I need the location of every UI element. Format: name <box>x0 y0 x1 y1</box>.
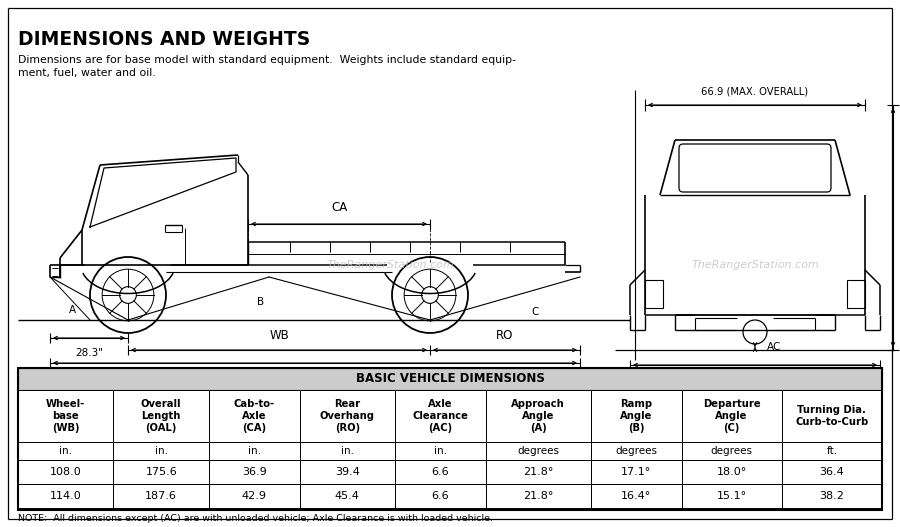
Text: TheRangerStation.com: TheRangerStation.com <box>691 260 819 270</box>
Bar <box>209 442 300 460</box>
Bar <box>300 460 395 484</box>
Bar <box>681 442 782 460</box>
Bar <box>681 390 782 442</box>
Text: OAL: OAL <box>303 371 327 384</box>
Text: degrees: degrees <box>616 446 657 456</box>
Bar <box>300 484 395 508</box>
Text: Axle
Clearance
(AC): Axle Clearance (AC) <box>412 399 468 433</box>
Text: ment, fuel, water and oil.: ment, fuel, water and oil. <box>18 68 156 78</box>
Bar <box>209 484 300 508</box>
Bar <box>486 390 590 442</box>
Text: ft.: ft. <box>826 446 837 456</box>
Bar <box>681 484 782 508</box>
Bar <box>300 442 395 460</box>
Bar <box>209 460 300 484</box>
Text: TheRangerStation.com: TheRangerStation.com <box>326 260 454 270</box>
Text: Turning Dia.
Curb-to-Curb: Turning Dia. Curb-to-Curb <box>796 405 868 427</box>
Bar <box>18 460 113 484</box>
Bar <box>782 484 882 508</box>
Bar <box>486 484 590 508</box>
Text: 38.2: 38.2 <box>819 491 844 501</box>
Bar <box>590 460 681 484</box>
Bar <box>590 484 681 508</box>
Text: 21.8°: 21.8° <box>523 467 554 477</box>
Text: CA: CA <box>331 201 347 214</box>
Text: Approach
Angle
(A): Approach Angle (A) <box>511 399 565 433</box>
Bar <box>300 390 395 442</box>
Text: 6.6: 6.6 <box>432 491 449 501</box>
Bar <box>113 484 209 508</box>
Text: degrees: degrees <box>711 446 752 456</box>
Text: 187.6: 187.6 <box>145 491 177 501</box>
Text: FRONT 55.0": FRONT 55.0" <box>723 368 787 378</box>
Bar <box>782 442 882 460</box>
Bar <box>18 368 882 510</box>
Text: Wheel-
base
(WB): Wheel- base (WB) <box>46 399 86 433</box>
Bar <box>681 460 782 484</box>
Text: Rear
Overhang
(RO): Rear Overhang (RO) <box>320 399 375 433</box>
Bar <box>18 390 113 442</box>
Text: Dimensions are for base model with standard equipment.  Weights include standard: Dimensions are for base model with stand… <box>18 55 516 65</box>
Text: in.: in. <box>248 446 261 456</box>
Text: in.: in. <box>155 446 167 456</box>
Text: Overall
Length
(OAL): Overall Length (OAL) <box>141 399 182 433</box>
Bar <box>113 442 209 460</box>
Text: 39.4: 39.4 <box>335 467 360 477</box>
Bar <box>486 460 590 484</box>
Text: 36.4: 36.4 <box>820 467 844 477</box>
Text: AC: AC <box>767 342 781 352</box>
Bar <box>782 390 882 442</box>
Text: 21.8°: 21.8° <box>523 491 554 501</box>
Bar <box>645 280 663 308</box>
Bar <box>113 390 209 442</box>
Bar <box>113 460 209 484</box>
Text: A: A <box>68 305 76 315</box>
Bar <box>486 442 590 460</box>
Bar <box>847 280 865 308</box>
Text: 16.4°: 16.4° <box>621 491 652 501</box>
Text: 45.4: 45.4 <box>335 491 360 501</box>
Text: 66.9 (MAX. OVERALL): 66.9 (MAX. OVERALL) <box>701 87 808 97</box>
Bar <box>18 368 882 390</box>
Text: 6.6: 6.6 <box>432 467 449 477</box>
Bar <box>18 442 113 460</box>
Text: 17.1°: 17.1° <box>621 467 652 477</box>
Text: Departure
Angle
(C): Departure Angle (C) <box>703 399 760 433</box>
Text: BASIC VEHICLE DIMENSIONS: BASIC VEHICLE DIMENSIONS <box>356 373 544 385</box>
Text: degrees: degrees <box>518 446 559 456</box>
Text: REAR 54.6": REAR 54.6" <box>726 378 784 388</box>
Text: RO: RO <box>496 329 514 342</box>
Text: WB: WB <box>269 329 289 342</box>
Text: DIMENSIONS AND WEIGHTS: DIMENSIONS AND WEIGHTS <box>18 30 310 49</box>
Text: 18.0°: 18.0° <box>716 467 747 477</box>
Bar <box>18 484 113 508</box>
Bar <box>395 390 486 442</box>
Text: in.: in. <box>341 446 354 456</box>
Text: 42.9: 42.9 <box>242 491 266 501</box>
Bar <box>395 484 486 508</box>
Text: in.: in. <box>434 446 447 456</box>
Text: 36.9: 36.9 <box>242 467 266 477</box>
Text: Ramp
Angle
(B): Ramp Angle (B) <box>620 399 652 433</box>
Bar <box>395 442 486 460</box>
Text: NOTE:  All dimensions except (AC) are with unloaded vehicle; Axle Clearance is w: NOTE: All dimensions except (AC) are wit… <box>18 514 493 523</box>
Bar <box>590 390 681 442</box>
Text: Cab-to-
Axle
(CA): Cab-to- Axle (CA) <box>234 399 274 433</box>
Text: 108.0: 108.0 <box>50 467 82 477</box>
Text: 175.6: 175.6 <box>145 467 177 477</box>
Text: C: C <box>531 307 539 317</box>
Text: B: B <box>257 297 265 307</box>
Bar <box>782 460 882 484</box>
Text: 15.1°: 15.1° <box>716 491 747 501</box>
Text: 114.0: 114.0 <box>50 491 82 501</box>
Text: 28.3": 28.3" <box>75 348 103 358</box>
Text: in.: in. <box>59 446 72 456</box>
Bar <box>590 442 681 460</box>
Bar <box>209 390 300 442</box>
Bar <box>395 460 486 484</box>
